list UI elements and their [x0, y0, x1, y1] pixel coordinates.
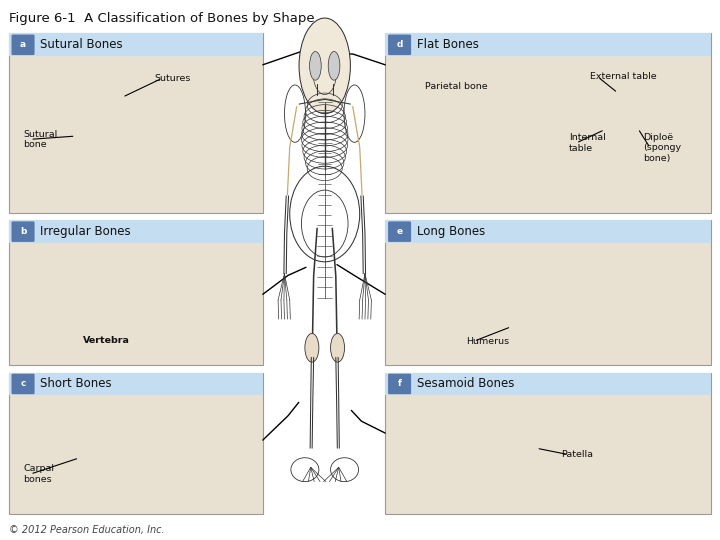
Text: Long Bones: Long Bones — [417, 225, 485, 238]
Text: Sutural Bones: Sutural Bones — [40, 38, 123, 51]
FancyBboxPatch shape — [388, 374, 411, 394]
FancyBboxPatch shape — [12, 221, 35, 242]
FancyBboxPatch shape — [12, 35, 35, 55]
Text: c: c — [20, 380, 26, 388]
Text: e: e — [397, 227, 402, 236]
Text: Humerus: Humerus — [467, 337, 510, 346]
Text: Flat Bones: Flat Bones — [417, 38, 479, 51]
Text: Carpal
bones: Carpal bones — [23, 464, 54, 484]
Text: b: b — [20, 227, 26, 236]
FancyBboxPatch shape — [385, 33, 711, 56]
FancyBboxPatch shape — [9, 220, 263, 364]
FancyBboxPatch shape — [9, 373, 263, 395]
Ellipse shape — [328, 51, 340, 80]
Text: Sutural
bone: Sutural bone — [23, 130, 58, 149]
FancyBboxPatch shape — [9, 373, 263, 514]
FancyBboxPatch shape — [385, 373, 711, 395]
Text: Internal
table: Internal table — [569, 133, 606, 153]
FancyBboxPatch shape — [385, 220, 711, 364]
FancyBboxPatch shape — [9, 33, 263, 56]
Text: d: d — [397, 40, 402, 49]
FancyBboxPatch shape — [385, 33, 711, 213]
Text: f: f — [397, 380, 402, 388]
Ellipse shape — [299, 18, 351, 113]
Text: © 2012 Pearson Education, Inc.: © 2012 Pearson Education, Inc. — [9, 525, 164, 535]
Text: Sutures: Sutures — [155, 74, 192, 83]
Ellipse shape — [305, 334, 319, 362]
FancyBboxPatch shape — [385, 373, 711, 514]
FancyBboxPatch shape — [9, 220, 263, 243]
Ellipse shape — [330, 334, 345, 362]
Text: Vertebra: Vertebra — [83, 336, 130, 345]
Text: Short Bones: Short Bones — [40, 377, 112, 390]
FancyBboxPatch shape — [12, 374, 35, 394]
Text: Patella: Patella — [562, 450, 593, 459]
Text: Diploë
(spongy
bone): Diploë (spongy bone) — [643, 133, 681, 163]
FancyBboxPatch shape — [388, 221, 411, 242]
Text: Figure 6-1  A Classification of Bones by Shape: Figure 6-1 A Classification of Bones by … — [9, 12, 314, 25]
Text: External table: External table — [590, 72, 657, 81]
Ellipse shape — [310, 51, 321, 80]
Text: Parietal bone: Parietal bone — [425, 82, 487, 91]
FancyBboxPatch shape — [385, 220, 711, 243]
FancyBboxPatch shape — [388, 35, 411, 55]
FancyBboxPatch shape — [9, 33, 263, 213]
Text: a: a — [20, 40, 26, 49]
Text: Sesamoid Bones: Sesamoid Bones — [417, 377, 514, 390]
Text: Irregular Bones: Irregular Bones — [40, 225, 131, 238]
